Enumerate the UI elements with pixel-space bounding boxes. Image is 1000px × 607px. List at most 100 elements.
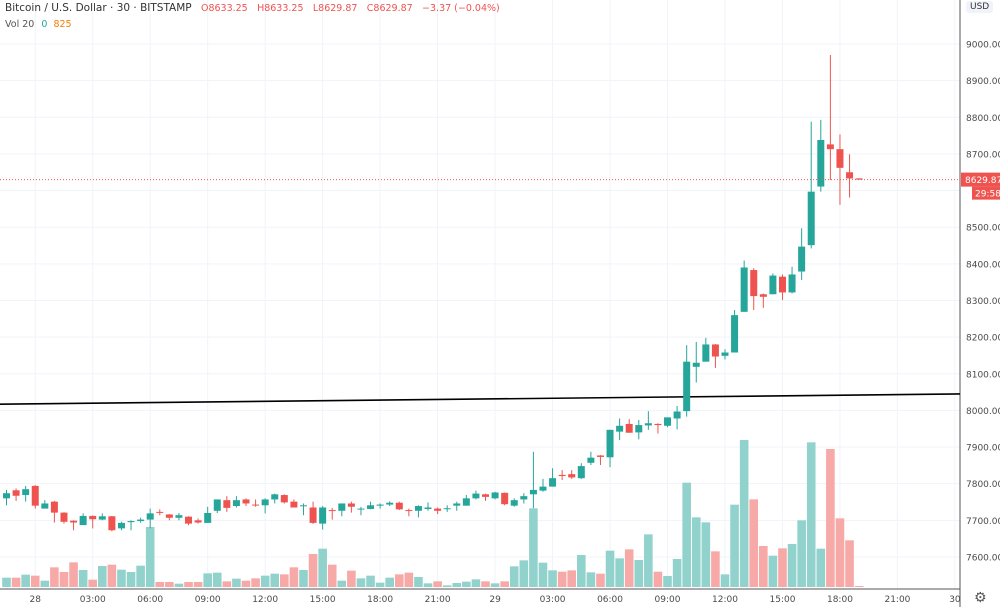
candle-body	[175, 515, 183, 518]
candle-body	[41, 503, 49, 509]
time-tick-label: 30	[949, 595, 961, 605]
volume-bar	[739, 440, 749, 587]
volume-bar	[69, 562, 78, 587]
volume-bar	[184, 582, 193, 587]
time-tick-label: 15:00	[310, 595, 336, 605]
price-tick-label: 8500.00	[966, 224, 1000, 234]
trendline	[0, 393, 961, 405]
symbol-legend: Bitcoin / U.S. Dollar · 30 · BITSTAMP O8…	[5, 2, 500, 14]
candle-body	[309, 507, 317, 523]
candle-body	[472, 493, 480, 499]
volume-bar	[40, 580, 50, 587]
currency-button[interactable]: USD	[966, 1, 994, 13]
price-tick-label: 8400.00	[966, 260, 1000, 270]
candle-body	[98, 516, 106, 520]
candle-body	[558, 474, 566, 476]
volume-bar	[615, 558, 624, 587]
candle-body	[644, 423, 652, 426]
candle-body	[740, 267, 748, 312]
candle-body	[798, 246, 806, 272]
volume-bar	[347, 570, 356, 587]
ohlc-high: H8633.25	[257, 3, 304, 14]
candle-body	[223, 500, 231, 508]
volume-bar	[826, 449, 835, 587]
candle-body	[750, 270, 758, 297]
volume-bar	[232, 578, 241, 587]
volume-bar	[356, 578, 366, 587]
volume-bar	[653, 571, 663, 587]
volume-bar	[423, 583, 433, 587]
volume-bar	[835, 518, 845, 587]
candle-body	[185, 516, 193, 524]
price-tick-label: 8100.00	[966, 370, 1000, 380]
volume-bar	[299, 570, 308, 587]
volume-bar	[500, 581, 509, 587]
ohlc-open: O8633.25	[200, 3, 248, 14]
candle-body	[826, 144, 834, 150]
time-tick-label: 03:00	[540, 595, 566, 605]
candle-body	[137, 519, 145, 522]
last-price-badge	[961, 172, 1000, 187]
candle-body	[759, 294, 767, 297]
ohlc-low: L8629.87	[312, 3, 358, 14]
volume-legend: Vol 20 0 825	[5, 19, 72, 30]
candle-body	[520, 496, 528, 500]
candle-body	[616, 425, 624, 432]
candle-body	[482, 494, 489, 497]
volume-bar	[481, 581, 490, 587]
symbol-title: Bitcoin / U.S. Dollar · 30 · BITSTAMP	[5, 2, 192, 14]
volume-bar	[404, 572, 414, 587]
volume-bar	[260, 575, 270, 587]
candle-body	[357, 508, 365, 510]
volume-bar	[241, 580, 251, 587]
volume-bar	[11, 577, 21, 587]
volume-bar	[509, 566, 519, 587]
time-tick-label: 21:00	[884, 595, 910, 605]
volume-bar	[366, 575, 375, 587]
volume-bar	[193, 582, 203, 587]
ohlc-change: −3.37 (−0.04%)	[422, 3, 500, 14]
candle-body	[31, 485, 39, 506]
countdown-label: 29:58	[975, 190, 1000, 200]
volume-bar	[787, 544, 797, 587]
candle-body	[338, 503, 346, 511]
volume-bar	[117, 569, 126, 587]
gear-icon[interactable]: ⚙	[974, 590, 987, 606]
candle-body	[817, 139, 825, 187]
price-tick-label: 7700.00	[966, 517, 1000, 527]
time-tick-label: 28	[30, 595, 42, 605]
candle-body	[60, 512, 68, 522]
candle-body	[635, 425, 643, 433]
candle-body	[529, 489, 537, 495]
volume-bar	[596, 573, 605, 587]
candle-body	[376, 504, 384, 506]
candle-body	[328, 510, 336, 512]
candle-body	[117, 522, 125, 529]
volume-bar	[605, 550, 615, 587]
volume-bar	[538, 562, 548, 587]
candle-body	[89, 515, 97, 520]
candle-body	[711, 344, 719, 357]
volume-bar	[145, 527, 155, 587]
candle-body	[165, 514, 173, 518]
candle-body	[434, 508, 442, 511]
candle-body	[79, 515, 87, 526]
volume-bar	[327, 564, 337, 587]
volume-bar	[165, 582, 174, 587]
candle-body	[539, 486, 547, 491]
candle-body	[127, 521, 135, 523]
candle-body	[3, 493, 10, 499]
last-price-label: 8629.87	[965, 176, 1000, 186]
candle-body	[367, 505, 375, 509]
price-tick-label: 8000.00	[966, 407, 1000, 417]
volume-bar	[720, 574, 730, 587]
volume-bar	[385, 577, 394, 587]
time-tick-label: 29	[489, 595, 501, 605]
candle-body	[319, 507, 327, 524]
price-tick-label: 7800.00	[966, 480, 1000, 490]
price-tick-label: 8200.00	[966, 334, 1000, 344]
candle-body	[491, 492, 499, 499]
candle-body	[855, 178, 863, 180]
candle-body	[280, 495, 288, 503]
